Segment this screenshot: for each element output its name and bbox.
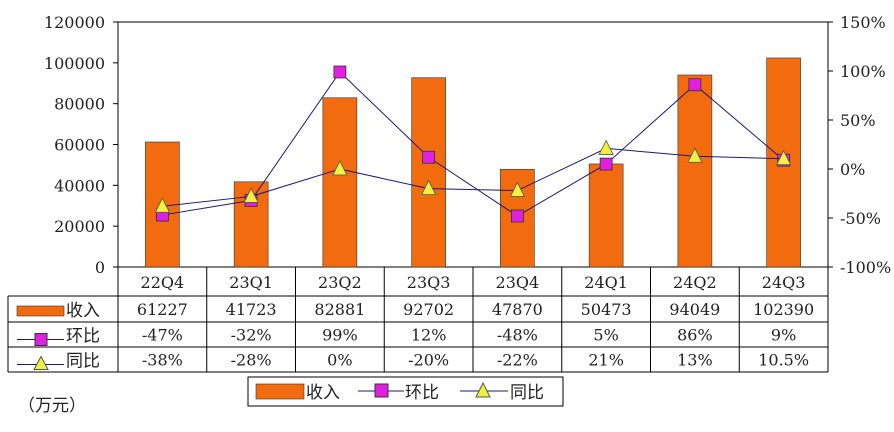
left-axis-tick-label: 120000 xyxy=(44,13,105,32)
left-axis-tick-label: 100000 xyxy=(44,54,105,73)
table-cell: 82881 xyxy=(314,300,365,319)
marker-qoq-24Q1 xyxy=(599,157,613,171)
table-cell: 99% xyxy=(322,326,358,345)
table-cell: 50473 xyxy=(581,300,632,319)
marker-qoq-23Q4 xyxy=(510,209,524,223)
table-cell: 61227 xyxy=(137,300,188,319)
bar-revenue-24Q2 xyxy=(677,74,713,268)
category-label: 23Q3 xyxy=(407,273,451,292)
bar-revenue-23Q3 xyxy=(411,77,446,268)
table-cell: -38% xyxy=(142,351,183,370)
plot-area xyxy=(117,21,829,268)
table-cell: 12% xyxy=(411,326,447,345)
table-cell: 13% xyxy=(677,351,713,370)
bar-revenue-23Q2 xyxy=(322,97,358,268)
marker-qoq-23Q3 xyxy=(422,150,436,164)
marker-yoy-23Q4 xyxy=(509,181,526,197)
left-axis-tick-label: 0 xyxy=(95,258,105,277)
table-cell: 9% xyxy=(771,326,796,345)
table-cell: -22% xyxy=(497,351,538,370)
table-key-square-icon xyxy=(34,333,48,346)
legend-label: 环比 xyxy=(405,383,439,403)
right-axis-tick-label: 50% xyxy=(840,111,876,130)
table-cell: -48% xyxy=(497,326,538,345)
marker-yoy-24Q1 xyxy=(598,139,614,155)
marker-yoy-23Q2 xyxy=(332,160,348,176)
line-yoy xyxy=(162,147,784,207)
right-axis-tick-label: -50% xyxy=(840,209,881,228)
category-label: 24Q3 xyxy=(762,273,806,292)
table-cell: 94049 xyxy=(669,300,720,319)
unit-label: （万元） xyxy=(18,396,86,416)
right-axis-tick-label: 100% xyxy=(840,62,886,81)
table-key-revenue xyxy=(16,305,65,317)
table-cell: 86% xyxy=(677,326,713,345)
table-cell: -47% xyxy=(142,326,183,345)
table-cell: -20% xyxy=(408,351,449,370)
marker-yoy-23Q3 xyxy=(420,179,437,196)
marker-yoy-22Q4 xyxy=(154,197,171,213)
table-cell: 41723 xyxy=(226,300,277,319)
left-axis-tick-label: 60000 xyxy=(54,136,105,155)
marker-qoq-24Q2 xyxy=(688,78,702,92)
right-axis-tick-label: -100% xyxy=(840,258,891,277)
category-label: 23Q1 xyxy=(229,273,273,292)
marker-yoy-24Q2 xyxy=(687,147,703,163)
category-label: 24Q1 xyxy=(584,273,628,292)
category-label: 23Q2 xyxy=(318,273,362,292)
category-label: 23Q4 xyxy=(496,273,540,292)
legend-label: 收入 xyxy=(306,383,340,403)
line-qoq xyxy=(162,71,784,217)
marker-yoy-23Q1 xyxy=(243,187,259,203)
right-axis-tick-label: 0% xyxy=(840,160,865,179)
table-cell: 21% xyxy=(588,351,624,370)
table-cell: 10.5% xyxy=(758,351,809,370)
legend-triangle-icon xyxy=(475,381,491,398)
marker-qoq-23Q2 xyxy=(333,65,347,79)
category-label: 22Q4 xyxy=(141,273,185,292)
bar-revenue-24Q1 xyxy=(588,163,624,268)
table-cell: -32% xyxy=(231,326,272,345)
table-cell: 5% xyxy=(593,326,618,345)
category-label: 24Q2 xyxy=(673,273,717,292)
right-axis-tick-label: 150% xyxy=(840,13,886,32)
table-cell: 92702 xyxy=(403,300,454,319)
table-cell: 102390 xyxy=(753,300,814,319)
table-series-name: 环比 xyxy=(66,327,100,347)
left-axis-tick-label: 20000 xyxy=(54,217,105,236)
legend-label: 同比 xyxy=(510,383,544,403)
legend-key-revenue xyxy=(255,383,305,400)
left-axis-tick-label: 40000 xyxy=(54,176,105,195)
legend-square-icon xyxy=(374,383,389,398)
table-series-name: 收入 xyxy=(66,301,100,321)
table-key-triangle-icon xyxy=(33,355,49,370)
table-series-name: 同比 xyxy=(66,352,100,372)
table-cell: 0% xyxy=(327,351,352,370)
left-axis-tick-label: 80000 xyxy=(54,95,105,114)
table-cell: 47870 xyxy=(492,300,543,319)
table-cell: -28% xyxy=(231,351,272,370)
marker-yoy-24Q3 xyxy=(775,149,792,166)
